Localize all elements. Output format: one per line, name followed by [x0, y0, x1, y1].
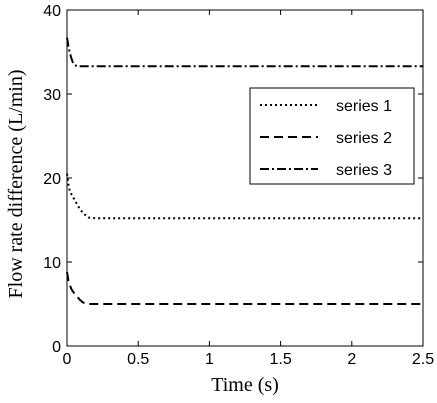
x-axis-label: Time (s) — [211, 374, 279, 396]
y-tick-label: 0 — [52, 339, 61, 356]
series-3-line — [66, 37, 423, 68]
x-tick-label: 0.5 — [127, 351, 149, 368]
y-tick-label: 40 — [43, 3, 61, 20]
ticks-layer: 0 0.5 1 1.5 2 2.5 0 10 20 30 40 — [43, 3, 434, 368]
legend-label-series-3: series 3 — [336, 162, 392, 179]
series-layer — [66, 37, 423, 305]
y-tick-label: 30 — [43, 87, 61, 104]
x-tick-label: 2.5 — [412, 351, 434, 368]
y-axis-label: Flow rate difference (L/min) — [5, 70, 27, 299]
x-tick-label: 2 — [347, 351, 356, 368]
plot-area: 0 0.5 1 1.5 2 2.5 0 10 20 30 40 — [43, 3, 434, 368]
x-tick-label: 1 — [205, 351, 214, 368]
legend-label-series-1: series 1 — [336, 98, 392, 115]
legend: series 1 series 2 series 3 — [249, 87, 415, 185]
x-tick-label: 0 — [63, 351, 72, 368]
y-tick-label: 20 — [43, 171, 61, 188]
legend-label-series-2: series 2 — [336, 130, 392, 147]
series-2-line — [66, 271, 423, 305]
y-tick-label: 10 — [43, 255, 61, 272]
x-tick-label: 1.5 — [269, 351, 291, 368]
